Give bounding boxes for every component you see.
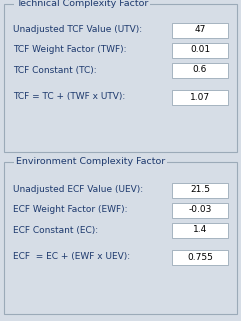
Text: TCF Constant (TC):: TCF Constant (TC): (13, 65, 97, 74)
Text: 1.07: 1.07 (190, 92, 210, 101)
Text: ECF Constant (EC):: ECF Constant (EC): (13, 225, 98, 235)
Text: Unadjusted TCF Value (UTV):: Unadjusted TCF Value (UTV): (13, 25, 142, 34)
Text: 0.6: 0.6 (193, 65, 207, 74)
Text: Technical Complexity Factor: Technical Complexity Factor (16, 0, 148, 8)
Bar (172, 42, 228, 57)
Text: 21.5: 21.5 (190, 186, 210, 195)
Bar (172, 90, 228, 105)
Bar (172, 222, 228, 238)
Bar (172, 249, 228, 265)
Text: ECF  = EC + (EWF x UEV):: ECF = EC + (EWF x UEV): (13, 253, 130, 262)
Bar (172, 63, 228, 77)
Text: 0.01: 0.01 (190, 46, 210, 55)
Text: ECF Weight Factor (EWF):: ECF Weight Factor (EWF): (13, 205, 127, 214)
Text: TCF = TC + (TWF x UTV):: TCF = TC + (TWF x UTV): (13, 92, 125, 101)
Bar (4, 162, 237, 314)
Text: TCF Weight Factor (TWF):: TCF Weight Factor (TWF): (13, 46, 127, 55)
Text: Environment Complexity Factor: Environment Complexity Factor (16, 158, 165, 167)
Text: 1.4: 1.4 (193, 225, 207, 235)
Text: 0.755: 0.755 (187, 253, 213, 262)
Bar (4, 4, 237, 152)
Bar (172, 183, 228, 197)
Bar (172, 22, 228, 38)
Text: -0.03: -0.03 (188, 205, 212, 214)
Text: Unadjusted ECF Value (UEV):: Unadjusted ECF Value (UEV): (13, 186, 143, 195)
Bar (172, 203, 228, 218)
Text: 47: 47 (194, 25, 206, 34)
